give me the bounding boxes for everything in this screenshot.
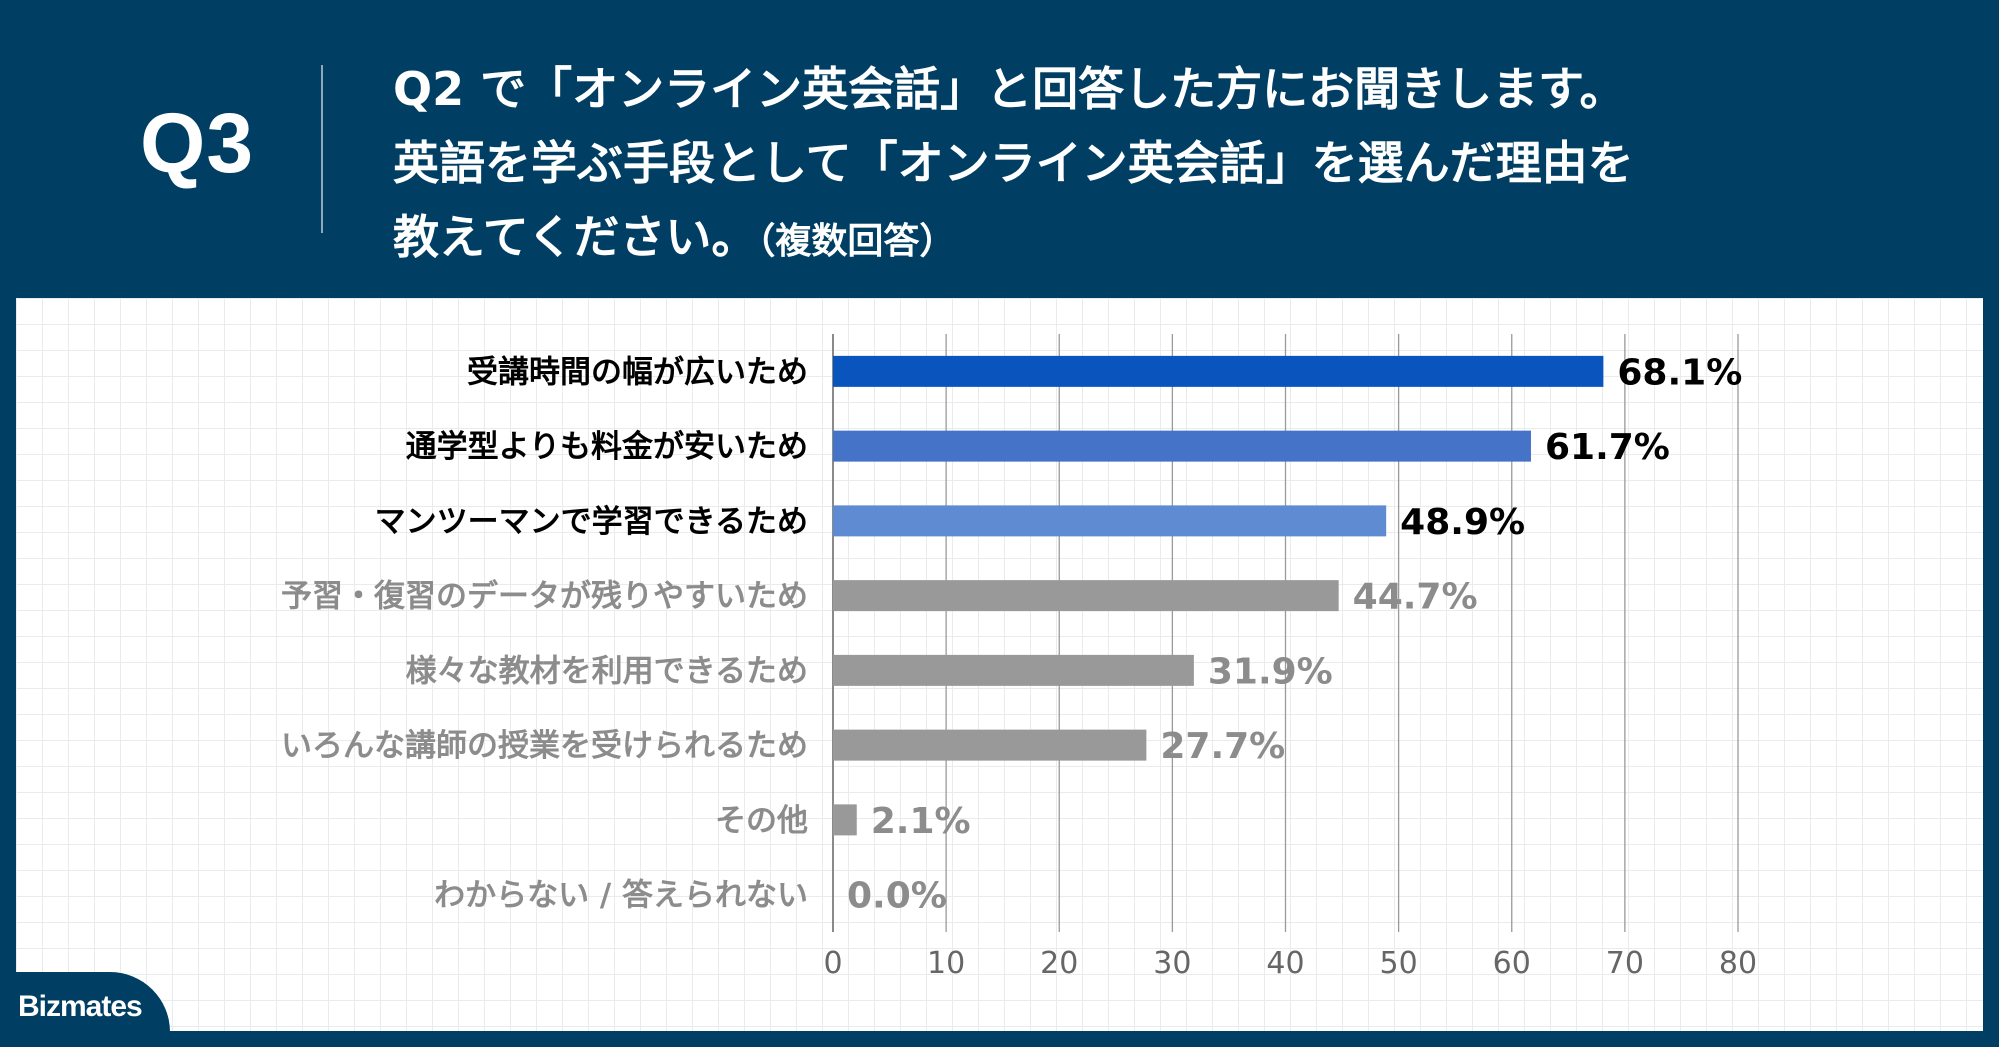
category-label-3: 予習・復習のデータが残りやすいため xyxy=(281,579,808,615)
question-line-2: 英語を学ぶ手段として「オンライン英会話」を選んだ理由を xyxy=(393,136,1634,190)
bar-5 xyxy=(833,729,1147,761)
header-divider xyxy=(321,65,323,233)
bar-0 xyxy=(833,355,1604,387)
category-label-1: 通学型よりも料金が安いため xyxy=(406,429,808,465)
x-tick-label-5: 50 xyxy=(1380,946,1418,981)
value-label-5: 27.7% xyxy=(1160,726,1285,767)
x-tick-label-6: 60 xyxy=(1493,946,1531,981)
bizmates-logo: Bizmates xyxy=(18,990,143,1023)
x-tick-label-8: 80 xyxy=(1719,946,1757,981)
value-label-1: 61.7% xyxy=(1545,427,1670,468)
bar-1 xyxy=(833,430,1531,462)
x-tick-label-4: 40 xyxy=(1266,946,1304,981)
x-tick-label-3: 30 xyxy=(1153,946,1191,981)
category-label-5: いろんな講師の授業を受けられるため xyxy=(281,728,808,764)
value-label-4: 31.9% xyxy=(1208,651,1333,692)
category-label-7: わからない / 答えられない xyxy=(434,878,808,914)
chart-panel: 0 10 20 30 40 50 60 70 80 受講時間の幅が広いため 68.1% 通学型よりも料… xyxy=(16,298,1983,1031)
category-label-2: マンツーマンで学習できるため xyxy=(375,504,808,540)
question-line-3-text: 教えてください。 xyxy=(393,210,758,264)
bar-4 xyxy=(833,654,1194,686)
bar-2 xyxy=(833,505,1387,537)
value-label-0: 68.1% xyxy=(1617,352,1742,393)
value-label-3: 44.7% xyxy=(1353,577,1478,618)
category-label-4: 様々な教材を利用できるため xyxy=(406,653,808,689)
x-tick-label-2: 20 xyxy=(1040,946,1078,981)
x-tick-label-0: 0 xyxy=(823,946,842,981)
bar-chart: 0 10 20 30 40 50 60 70 80 受講時間の幅が広いため 68.1% 通学型よりも料… xyxy=(281,334,1757,981)
question-number: Q3 xyxy=(140,96,255,190)
value-label-7: 0.0% xyxy=(847,876,947,917)
logo-tab xyxy=(0,972,170,1032)
value-label-6: 2.1% xyxy=(871,801,971,842)
x-tick-label-1: 10 xyxy=(927,946,965,981)
question-text: Q2 で「オンライン英会話」と回答した方にお聞きします。 英語を学ぶ手段として「… xyxy=(393,52,1933,279)
question-header: Q3 Q2 で「オンライン英会話」と回答した方にお聞きします。 英語を学ぶ手段と… xyxy=(0,0,1999,300)
bar-3 xyxy=(833,580,1339,612)
question-line-1: Q2 で「オンライン英会話」と回答した方にお聞きします。 xyxy=(393,62,1626,116)
value-label-2: 48.9% xyxy=(1400,502,1525,543)
question-line-3: 教えてください。（複数回答） xyxy=(393,200,1933,279)
question-note: （複数回答） xyxy=(757,221,956,262)
category-label-0: 受講時間の幅が広いため xyxy=(467,354,808,390)
bar-6 xyxy=(833,804,857,836)
category-label-6: その他 xyxy=(715,803,808,839)
x-tick-label-7: 70 xyxy=(1606,946,1644,981)
